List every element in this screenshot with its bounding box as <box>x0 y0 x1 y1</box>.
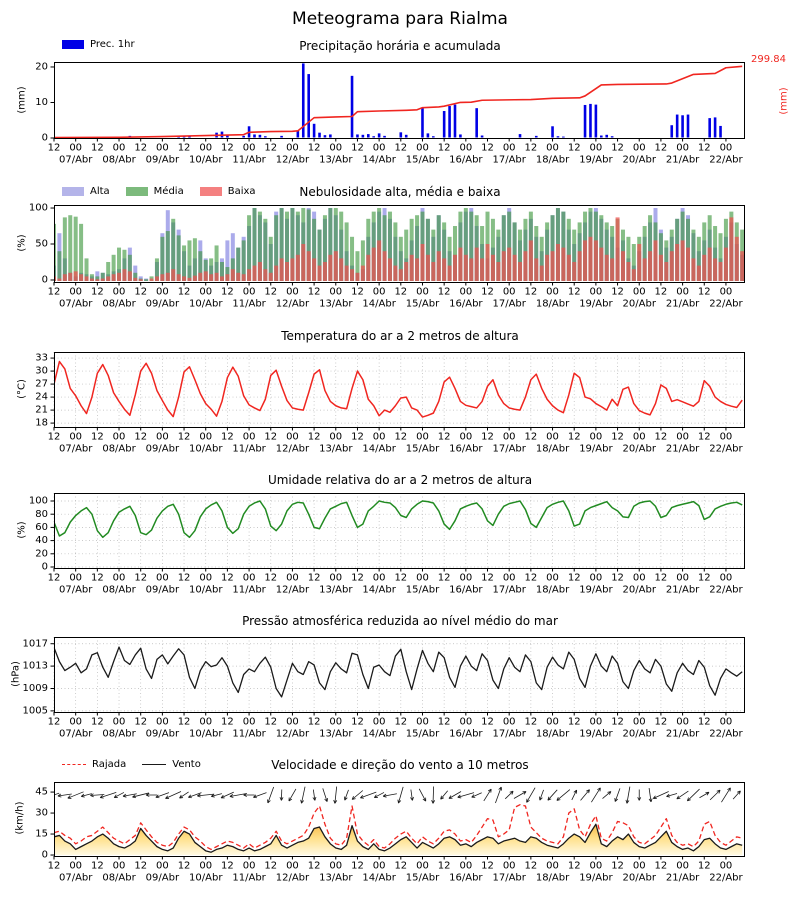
wind-legend: Rajada Vento <box>62 759 217 770</box>
humidity-title: Umidade relativa do ar a 2 metros de alt… <box>267 473 533 487</box>
clouds-title: Nebulosidade alta, média e baixa <box>299 185 501 199</box>
legend-label: Baixa <box>227 186 256 197</box>
legend-label: Média <box>153 186 184 197</box>
legend-swatch-icon <box>62 764 86 765</box>
pressure-ylabel: (hPa) <box>10 661 22 687</box>
legend-swatch-icon <box>62 40 84 49</box>
precip-legend: Prec. 1hr <box>62 39 151 50</box>
pressure-title: Pressão atmosférica reduzida ao nível mé… <box>242 614 558 628</box>
legend-swatch-icon <box>199 187 222 196</box>
legend-label: Alta <box>90 186 110 197</box>
temp-ylabel: (°C) <box>16 379 28 399</box>
precip-ylabel-right: (mm) <box>778 87 790 115</box>
legend-item-prec-1hr: Prec. 1hr <box>62 39 135 50</box>
wind-title: Velocidade e direção do vento a 10 metro… <box>271 758 529 772</box>
legend-swatch-icon <box>125 187 148 196</box>
legend-swatch-icon <box>142 764 167 765</box>
accumulated-total-annotation: 299.84 <box>751 54 786 65</box>
wind-ylabel: (km/h) <box>14 801 26 835</box>
clouds-ylabel: (%) <box>16 234 28 252</box>
clouds-legend: Alta Média Baixa <box>62 186 272 197</box>
humidity-ylabel: (%) <box>16 521 28 539</box>
legend-label: Rajada <box>92 759 127 770</box>
precip-title: Precipitação horária e acumulada <box>299 39 501 53</box>
precip-ylabel: (mm) <box>16 86 28 114</box>
page-title: Meteograma para Rialma <box>292 9 508 29</box>
legend-label: Prec. 1hr <box>90 39 135 50</box>
legend-label: Vento <box>172 759 201 770</box>
legend-item-baixa: Baixa <box>199 186 256 197</box>
legend-swatch-icon <box>62 187 84 196</box>
legend-item-vento: Vento <box>142 759 201 770</box>
legend-item-alta: Alta <box>62 186 110 197</box>
temp-title: Temperatura do ar a 2 metros de altura <box>281 329 519 343</box>
legend-item-rajada: Rajada <box>62 759 126 770</box>
legend-item-m-dia: Média <box>125 186 184 197</box>
